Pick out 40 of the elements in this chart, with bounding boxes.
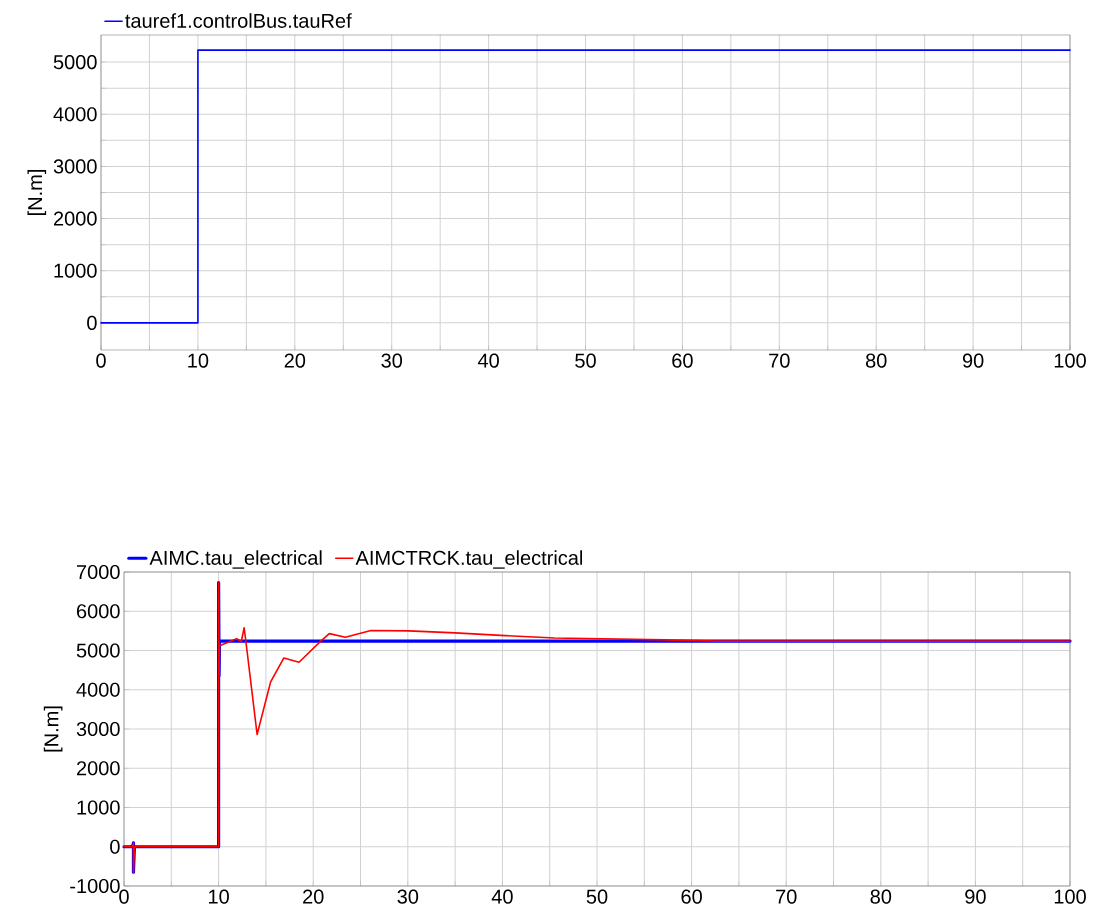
x-tick-label: 30 bbox=[381, 353, 403, 368]
y-tick-label: 5000 bbox=[53, 55, 97, 70]
x-tick-label: 10 bbox=[209, 889, 229, 904]
y-tick-label: 3000 bbox=[53, 159, 97, 174]
x-tick-label: 20 bbox=[303, 889, 324, 904]
y-tick-label: 0 bbox=[110, 839, 120, 854]
x-tick-label: 50 bbox=[575, 353, 596, 368]
y-tick-label: 3000 bbox=[76, 721, 120, 737]
x-tick-label: 50 bbox=[586, 889, 608, 904]
x-tick-label: 80 bbox=[870, 889, 892, 904]
x-tick-label: 70 bbox=[776, 889, 797, 904]
y-tick-label: 1000 bbox=[54, 263, 97, 278]
x-tick-label: 80 bbox=[865, 353, 887, 368]
y-tick-label: 6000 bbox=[77, 604, 120, 619]
legend-label: AIMCTRCK.tau_electrical bbox=[355, 550, 583, 569]
x-tick-label: 60 bbox=[672, 353, 693, 368]
y-tick-label: 5000 bbox=[76, 643, 120, 658]
x-tick-label: 70 bbox=[769, 353, 790, 368]
y-tick-label: 0 bbox=[87, 315, 97, 330]
x-tick-label: 90 bbox=[962, 353, 984, 368]
y-tick-label: 4000 bbox=[53, 107, 97, 122]
y-axis-title: [N.m] bbox=[27, 170, 47, 215]
y-tick-label: 4000 bbox=[76, 682, 120, 697]
y-axis-title: [N.m] bbox=[43, 706, 63, 752]
x-tick-label: 40 bbox=[491, 889, 513, 904]
x-tick-label: 100 bbox=[1054, 889, 1086, 904]
y-tick-label: 7000 bbox=[77, 564, 120, 580]
x-tick-label: 10 bbox=[188, 353, 209, 368]
x-tick-label: 90 bbox=[965, 889, 986, 904]
x-tick-label: 30 bbox=[397, 889, 419, 904]
x-tick-label: 60 bbox=[681, 889, 702, 904]
x-tick-label: 100 bbox=[1054, 353, 1086, 368]
legend-label: tauref1.controlBus.tauRef bbox=[125, 13, 352, 28]
y-tick-label: 1000 bbox=[77, 800, 120, 815]
y-tick-label: 2000 bbox=[53, 211, 97, 226]
y-tick-label: 2000 bbox=[76, 761, 120, 776]
legend-label: AIMC.tau_electrical bbox=[149, 550, 322, 569]
y-tick-label: -1000 bbox=[70, 878, 120, 894]
x-tick-label: 40 bbox=[477, 353, 499, 368]
x-tick-label: 20 bbox=[284, 353, 306, 368]
